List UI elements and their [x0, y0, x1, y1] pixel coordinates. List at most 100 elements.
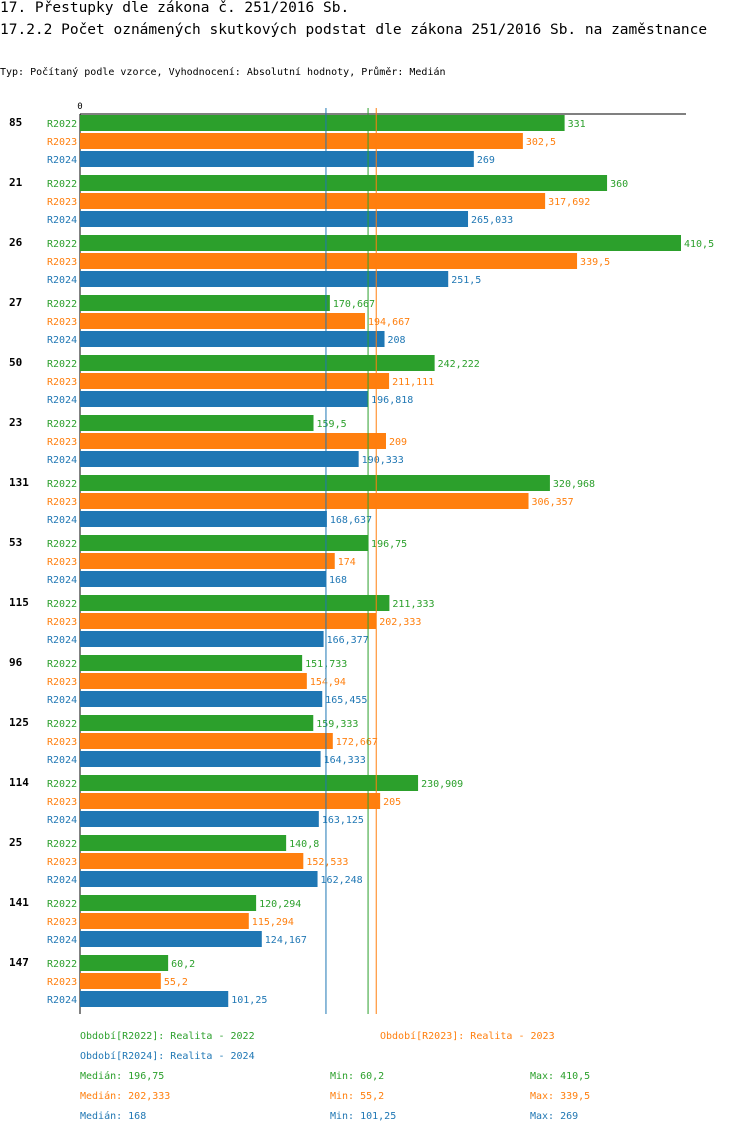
stat-median-r2023: Medián: 202,333	[80, 1091, 171, 1102]
data-label: 242,222	[438, 359, 480, 370]
data-label: 202,333	[379, 617, 421, 628]
data-label: 208	[388, 335, 406, 346]
series-label: R2022	[47, 899, 77, 910]
series-label: R2022	[47, 719, 77, 730]
bar	[80, 373, 390, 389]
bar	[80, 631, 324, 647]
legend-r2022: Období[R2022]: Realita - 2022	[80, 1031, 255, 1042]
data-label: 265,033	[471, 215, 513, 226]
data-label: 172,667	[336, 737, 378, 748]
data-label: 168	[329, 575, 347, 586]
data-label: 230,909	[421, 779, 463, 790]
bar	[80, 313, 366, 329]
data-label: 209	[389, 437, 407, 448]
bar	[80, 931, 262, 947]
series-label: R2024	[47, 335, 77, 346]
bar	[80, 511, 327, 527]
bar	[80, 295, 330, 311]
bar	[80, 235, 681, 251]
x-tick-label: 0	[77, 102, 82, 112]
data-label: 120,294	[259, 899, 301, 910]
series-label: R2023	[47, 857, 77, 868]
series-label: R2022	[47, 779, 77, 790]
data-label: 251,5	[451, 275, 481, 286]
data-label: 159,333	[316, 719, 358, 730]
bar	[80, 973, 161, 989]
data-label: 55,2	[164, 977, 188, 988]
stat-max-r2022: Max: 410,5	[530, 1071, 591, 1082]
bar	[80, 253, 578, 269]
series-label: R2023	[47, 797, 77, 808]
series-label: R2024	[47, 935, 77, 946]
series-label: R2024	[47, 875, 77, 886]
stat-min-r2024: Min: 101,25	[330, 1111, 397, 1122]
category-label: 147	[9, 956, 29, 969]
bar	[80, 211, 469, 227]
bar	[80, 175, 608, 191]
bar	[80, 793, 381, 809]
series-label: R2023	[47, 317, 77, 328]
category-label: 53	[9, 536, 22, 549]
legend-r2023: Období[R2023]: Realita - 2023	[380, 1031, 555, 1042]
data-label: 154,94	[310, 677, 346, 688]
data-label: 168,637	[330, 515, 372, 526]
data-label: 190,333	[362, 455, 404, 466]
bar	[80, 895, 257, 911]
data-label: 115,294	[252, 917, 294, 928]
series-label: R2023	[47, 137, 77, 148]
bar	[80, 475, 550, 491]
series-label: R2022	[47, 299, 77, 310]
category-label: 141	[9, 896, 29, 909]
data-label: 124,167	[265, 935, 307, 946]
legend-r2024: Období[R2024]: Realita - 2024	[80, 1051, 255, 1062]
series-label: R2022	[47, 179, 77, 190]
series-label: R2023	[47, 617, 77, 628]
series-label: R2023	[47, 677, 77, 688]
series-label: R2022	[47, 119, 77, 130]
series-label: R2023	[47, 737, 77, 748]
series-label: R2022	[47, 479, 77, 490]
chart-subtitle: 17.2.2 Počet oznámených skutkových podst…	[0, 22, 708, 38]
series-label: R2023	[47, 437, 77, 448]
bar	[80, 331, 385, 347]
data-label: 211,333	[392, 599, 434, 610]
data-label: 302,5	[526, 137, 556, 148]
series-label: R2022	[47, 599, 77, 610]
series-label: R2024	[47, 155, 77, 166]
data-label: 331	[568, 119, 586, 130]
data-label: 159,5	[317, 419, 347, 430]
bar	[80, 835, 287, 851]
series-label: R2024	[47, 215, 77, 226]
bar	[80, 955, 169, 971]
series-label: R2024	[47, 815, 77, 826]
data-label: 320,968	[553, 479, 595, 490]
bar	[80, 115, 565, 131]
bar	[80, 535, 369, 551]
bar	[80, 193, 546, 209]
series-label: R2022	[47, 239, 77, 250]
data-label: 140,8	[289, 839, 319, 850]
stat-median-r2024: Medián: 168	[80, 1111, 147, 1122]
bar	[80, 391, 369, 407]
chart-type-info: Typ: Počítaný podle vzorce, Vyhodnocení:…	[0, 67, 446, 78]
stat-max-r2024: Max: 269	[530, 1111, 579, 1122]
bar	[80, 553, 335, 569]
bar	[80, 811, 319, 827]
data-label: 164,333	[324, 755, 366, 766]
category-label: 125	[9, 716, 29, 729]
series-label: R2024	[47, 635, 77, 646]
series-label: R2022	[47, 659, 77, 670]
bar	[80, 655, 303, 671]
category-label: 131	[9, 476, 29, 489]
bar	[80, 133, 523, 149]
series-label: R2023	[47, 377, 77, 388]
data-label: 162,248	[321, 875, 363, 886]
category-label: 85	[9, 116, 22, 129]
series-label: R2023	[47, 977, 77, 988]
category-label: 25	[9, 836, 22, 849]
bar	[80, 733, 333, 749]
series-label: R2024	[47, 395, 77, 406]
bar	[80, 775, 419, 791]
data-label: 306,357	[532, 497, 574, 508]
